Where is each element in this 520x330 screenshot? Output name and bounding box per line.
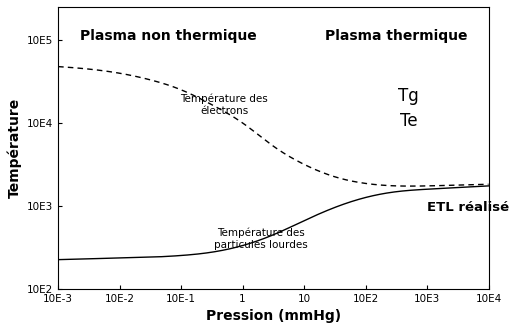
Text: ETL réalisé: ETL réalisé (427, 201, 509, 214)
Text: Tg
Te: Tg Te (398, 86, 419, 129)
X-axis label: Pression (mmHg): Pression (mmHg) (206, 309, 341, 323)
Text: Plasma non thermique: Plasma non thermique (81, 29, 257, 43)
Text: Température des
électrons: Température des électrons (180, 94, 268, 116)
Text: Plasma thermique: Plasma thermique (325, 29, 467, 43)
Y-axis label: Température: Température (7, 98, 21, 198)
Text: Température des
particules lourdes: Température des particules lourdes (214, 228, 308, 250)
